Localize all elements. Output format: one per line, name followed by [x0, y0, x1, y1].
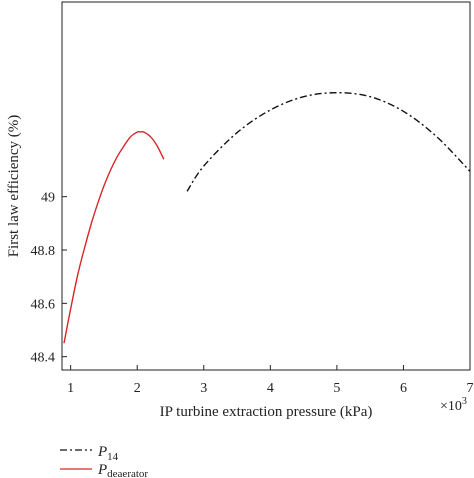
- x-axis-multiplier-base: ×10: [440, 399, 462, 414]
- y-axis-ticks: 48.4 48.6 48.8 49: [31, 191, 67, 366]
- series-line-p14: [186, 91, 471, 192]
- y-tick-label: 49: [41, 191, 55, 206]
- x-axis-multiplier: ×103: [440, 396, 467, 414]
- x-tick-label: 5: [333, 381, 340, 396]
- legend-label-pdeaerator: Pdeaerator: [97, 462, 148, 478]
- y-tick-label: 48.4: [31, 351, 56, 366]
- x-axis-ticks: 1 2 3 4 5 6 7: [67, 365, 474, 396]
- x-tick-label: 7: [467, 381, 474, 396]
- series-layer: [63, 91, 471, 344]
- x-tick-label: 1: [67, 381, 74, 396]
- legend: P14 Pdeaerator: [60, 444, 148, 478]
- y-axis-label: First law efficiency (%): [6, 115, 22, 258]
- x-tick-label: 3: [200, 381, 207, 396]
- series-line-pdeaerator: [63, 130, 165, 344]
- legend-label-p14: P14: [97, 444, 119, 463]
- x-tick-label: 4: [267, 381, 274, 396]
- x-tick-label: 6: [400, 381, 407, 396]
- legend-label-pdeaerator-sub: deaerator: [107, 468, 148, 478]
- x-axis-label: IP turbine extraction pressure (kPa): [160, 404, 373, 420]
- x-tick-label: 2: [134, 381, 141, 396]
- legend-label-p14-sub: 14: [107, 451, 119, 463]
- plot-area-frame: [61, 1, 471, 371]
- legend-label-p14-main: P: [97, 444, 107, 460]
- x-axis-multiplier-exponent: 3: [462, 396, 467, 407]
- y-tick-label: 48.6: [31, 297, 56, 312]
- legend-label-pdeaerator-main: P: [97, 462, 107, 478]
- y-tick-label: 48.8: [31, 244, 56, 259]
